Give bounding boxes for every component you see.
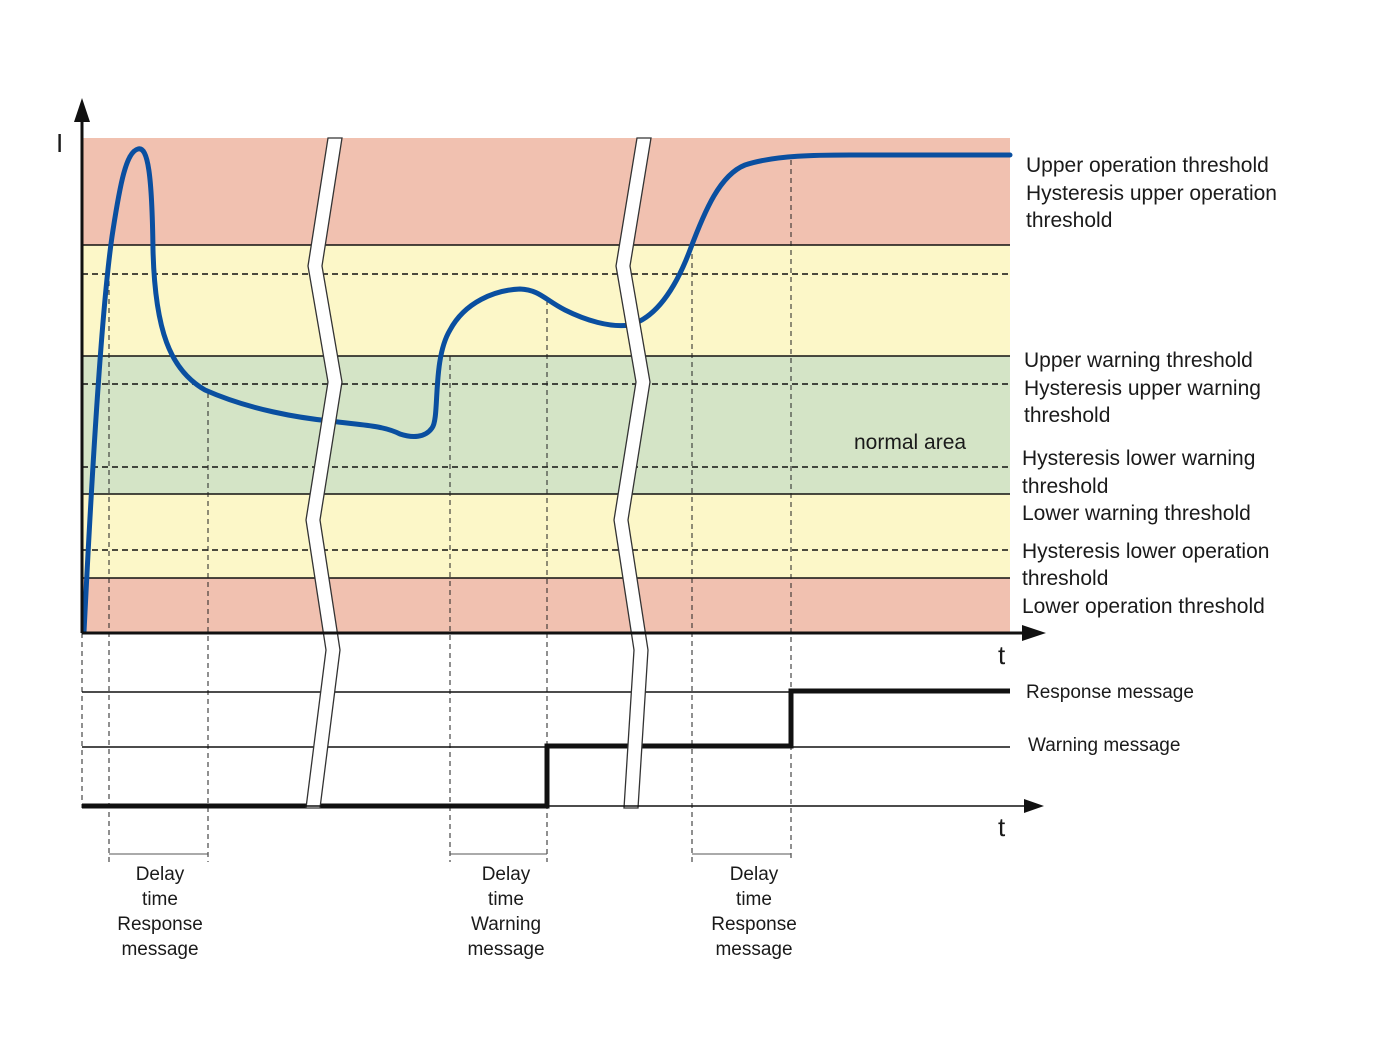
label-lower-warning: Lower warning threshold <box>1022 502 1251 525</box>
delay-2-line1: Delay <box>482 864 531 885</box>
lower-operation-zone <box>82 578 1010 633</box>
delay-1-line1: Delay <box>136 864 185 885</box>
label-upper-operation: Upper operation threshold <box>1026 154 1269 177</box>
break-marker-1 <box>305 137 343 809</box>
label-hyst-upper-warning-2: threshold <box>1024 404 1110 427</box>
label-hyst-upper-warning-1: Hysteresis upper warning <box>1024 377 1261 400</box>
delay-3-line4: message <box>715 939 792 960</box>
message-levels <box>82 691 1010 748</box>
delay-1-line4: message <box>121 939 198 960</box>
break-marker-2 <box>613 137 652 809</box>
delay-3-line1: Delay <box>730 864 779 885</box>
delay-2-line2: time <box>488 889 524 910</box>
label-lower-operation: Lower operation threshold <box>1022 595 1265 618</box>
current-curve <box>81 146 1013 635</box>
normal-zone <box>82 356 1010 494</box>
delay-1-line2: time <box>142 889 178 910</box>
y-axis-label: I <box>56 128 63 158</box>
message-signal <box>82 688 1010 809</box>
normal-area-label: normal area <box>854 431 966 454</box>
label-hyst-lower-operation-1: Hysteresis lower operation <box>1022 540 1269 563</box>
delay-2-line3: Warning <box>471 914 541 935</box>
y-axis-arrow <box>74 98 90 122</box>
axes <box>74 98 1046 813</box>
lower-warning-zone <box>82 494 1010 578</box>
delay-label-1: Delay time Response message <box>117 864 203 960</box>
label-hyst-upper-operation-2: threshold <box>1026 209 1112 232</box>
label-hyst-lower-warning-2: threshold <box>1022 475 1108 498</box>
break-markers <box>305 137 652 809</box>
threshold-labels: Upper operation threshold Hysteresis upp… <box>1022 154 1277 618</box>
t-axis-top-label: t <box>998 640 1006 670</box>
label-hyst-lower-operation-2: threshold <box>1022 567 1108 590</box>
delay-2-line4: message <box>467 939 544 960</box>
delay-1-line3: Response <box>117 914 203 935</box>
delay-label-3: Delay time Response message <box>711 864 797 960</box>
x-axis-top-arrow <box>1022 625 1046 641</box>
label-hyst-lower-warning-1: Hysteresis lower warning <box>1022 447 1255 470</box>
label-hyst-upper-operation-1: Hysteresis upper operation <box>1026 182 1277 205</box>
delay-3-line2: time <box>736 889 772 910</box>
time-markers <box>81 160 792 862</box>
threshold-lines <box>82 244 1010 579</box>
delay-3-line3: Response <box>711 914 797 935</box>
delay-label-2: Delay time Warning message <box>467 864 544 960</box>
label-response-message: Response message <box>1026 682 1194 703</box>
label-warning-message: Warning message <box>1028 735 1180 756</box>
t-axis-bottom-label: t <box>998 812 1006 842</box>
label-upper-warning: Upper warning threshold <box>1024 349 1253 372</box>
zone-bands <box>82 138 1010 633</box>
x-axis-bottom-arrow <box>1024 799 1044 813</box>
